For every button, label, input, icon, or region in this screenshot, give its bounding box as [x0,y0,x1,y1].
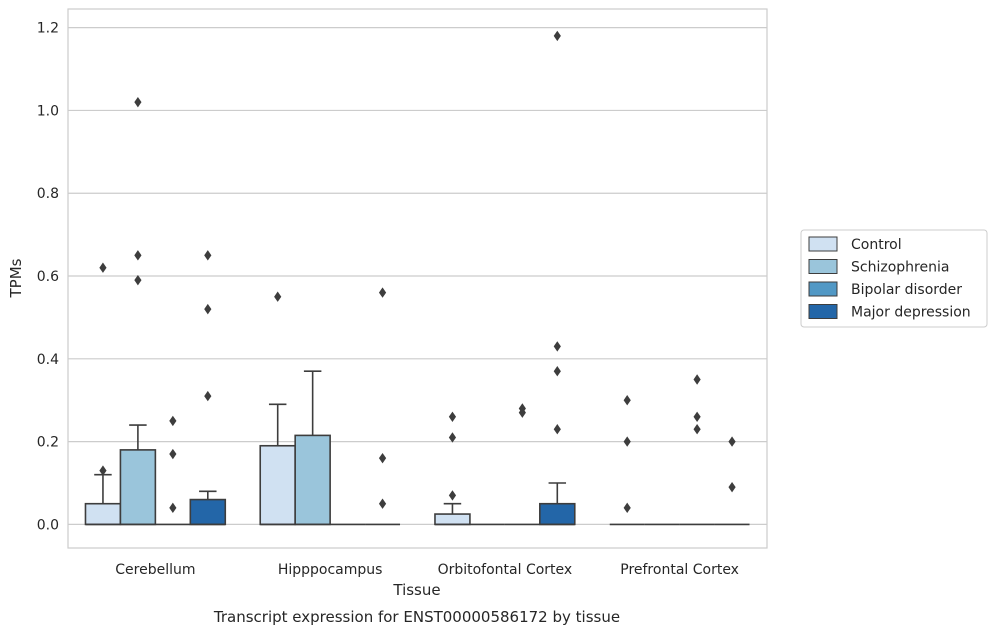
x-axis-label: Tissue [392,581,440,599]
legend-swatch [808,281,838,297]
outlier-point [134,96,142,108]
x-tick-labels: Cerebellum Hipppocampus Orbitofontal Corte… [115,562,739,578]
y-tick-label: 0.6 [37,269,59,285]
outlier-point [553,423,561,435]
outlier-point [693,423,701,435]
outlier-point [623,395,631,406]
x-tick-label: Orbitofontal Cortex [438,562,573,578]
box-3-2 [679,374,715,526]
legend-label: Bipolar disorder [851,282,962,298]
legend-label: Control [851,237,902,253]
box-body [434,513,471,526]
legend-swatch [808,259,838,274]
outlier-point [204,303,212,315]
outlier-point [99,465,107,476]
box-2-2 [504,403,540,526]
box-body [119,449,157,526]
box-body [189,498,227,526]
outlier-point [169,502,177,514]
legend-swatch [808,236,838,252]
x-tick-label: Hipppocampus [278,562,383,578]
plot-area-frame [67,8,768,549]
outlier-point [274,291,282,302]
outlier-point [378,287,387,298]
y-tick-label: 0.8 [37,186,59,202]
outlier-point [378,498,387,509]
outlier-point [204,390,212,402]
legend-label: Schizophrenia [851,260,949,276]
outlier-point [623,502,631,514]
outlier-point [553,341,561,352]
outlier-point [448,411,457,422]
box-1-0 [259,291,296,526]
outlier-point [378,452,387,464]
outlier-point [134,250,142,261]
x-tick-label: Cerebellum [115,562,195,578]
chart-title: Transcript expression for ENST0000058617… [213,608,620,626]
outlier-point [518,407,526,418]
boxes [84,30,750,526]
box-1-1 [294,370,331,526]
legend: Control Schizophrenia Bipolar disorder Majo… [800,229,988,328]
outlier-point [169,415,177,427]
legend-frame [800,229,988,328]
outlier-point [204,250,212,261]
y-tick-label: 0.4 [37,352,59,368]
legend-swatch [808,304,838,319]
outlier-point [448,490,457,501]
y-gridlines [68,27,767,526]
box-0-3 [189,250,227,526]
outlier-point [169,448,177,460]
outlier-point [728,481,736,493]
outlier-point [693,411,701,422]
box-body [259,444,296,526]
y-tick-label: 0.0 [37,517,59,533]
outlier-point [553,30,561,42]
y-tick-label: 1.2 [37,21,59,37]
box-body [539,502,576,526]
outlier-point [134,274,142,286]
box-2-3 [539,30,576,526]
x-tick-label: Prefrontal Cortex [620,562,739,578]
box-1-3 [365,287,401,526]
box-body [294,434,331,526]
legend-label: Major depression [851,305,971,321]
outlier-point [693,374,701,385]
y-axis-label: TPMs [7,258,25,298]
outlier-point [99,262,107,273]
box-0-1 [119,96,157,526]
outlier-point [448,432,457,443]
outlier-point [553,366,561,377]
box-2-0 [434,411,471,526]
outlier-point [623,436,631,447]
y-tick-labels: 0.0 0.2 0.4 0.6 0.8 1.0 1.2 [37,21,59,534]
box-0-2 [155,415,191,526]
box-body [84,502,122,526]
box-0-0 [84,262,122,526]
y-tick-label: 0.2 [37,435,59,451]
box-3-3 [714,436,750,526]
outlier-point [728,436,736,447]
box-3-0 [609,395,645,526]
y-tick-label: 1.0 [37,103,59,119]
